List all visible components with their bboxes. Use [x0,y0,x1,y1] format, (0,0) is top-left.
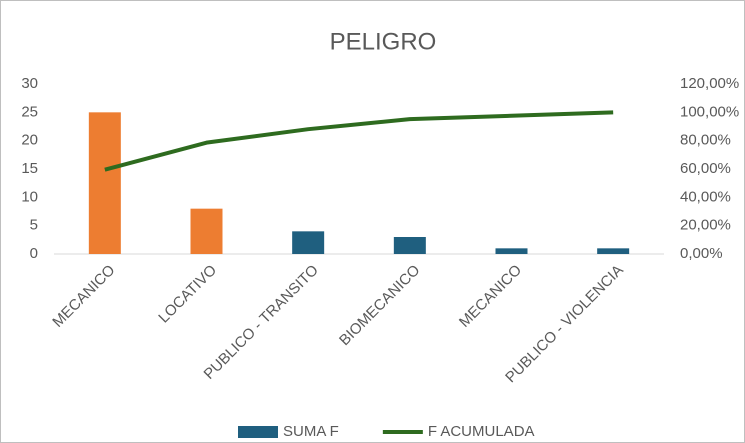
y-tick-label: 20 [21,132,38,149]
y2-tick-label: 40,00% [680,188,731,205]
bar [393,237,426,254]
y2-tick-label: 80,00% [680,132,731,149]
y-tick-label: 15 [21,160,38,177]
bar [495,248,528,254]
line-series [104,110,614,172]
bar [190,208,223,254]
bar [292,231,325,254]
chart-title: PELIGRO [330,28,437,55]
y-tick-label: 5 [30,217,38,234]
legend-label: F ACUMULADA [428,423,535,440]
y-tick-label: 30 [21,75,38,92]
y-tick-label: 25 [21,103,38,120]
bar [597,248,630,254]
bar [88,112,121,254]
y2-tick-label: 120,00% [680,75,739,92]
y2-tick-label: 0,00% [680,245,723,262]
y-tick-label: 10 [21,188,38,205]
y-tick-label: 0 [30,245,38,262]
legend-swatch [238,426,278,438]
y2-tick-label: 100,00% [680,103,739,120]
legend-label: SUMA F [283,423,339,440]
y2-tick-label: 60,00% [680,160,731,177]
y2-tick-label: 20,00% [680,217,731,234]
